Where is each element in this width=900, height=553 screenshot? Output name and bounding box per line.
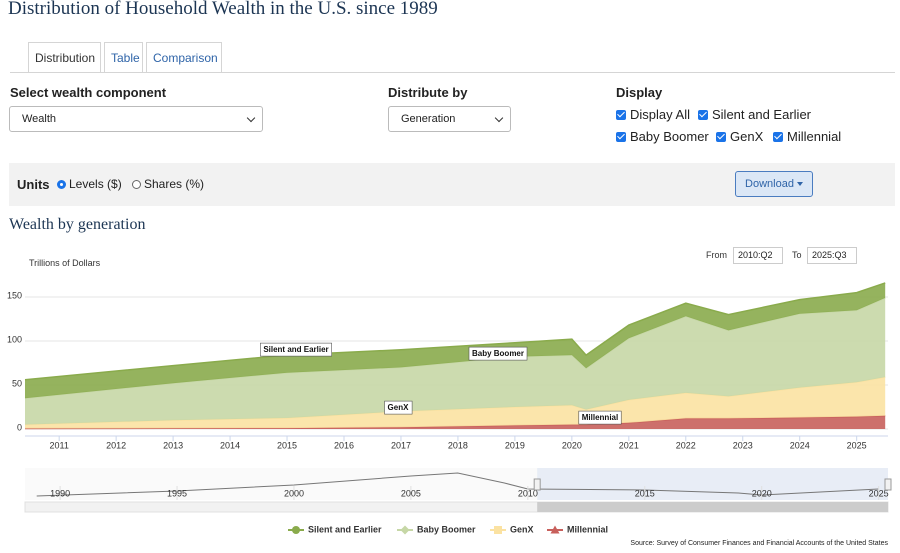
annotation: Millennial <box>578 410 622 425</box>
navigator-handle <box>884 478 892 491</box>
checkbox-box <box>616 109 626 120</box>
y-axis-label: Trillions of Dollars <box>29 258 101 268</box>
control-label: Distribute by <box>388 85 468 100</box>
x-tick-label: 2015 <box>277 440 297 450</box>
annotation: Silent and Earlier <box>260 342 332 357</box>
annotation-box <box>578 410 622 425</box>
range-input[interactable]: 2025:Q3 <box>807 247 857 264</box>
x-tick-label: 2017 <box>391 440 411 450</box>
checkbox-label: Baby Boomer <box>630 129 709 144</box>
checkbox[interactable]: Millennial <box>773 129 841 144</box>
x-tick-label: 2025 <box>847 440 867 450</box>
x-tick-label: 2014 <box>220 440 240 450</box>
scrollbar-thumb <box>537 502 888 512</box>
checkbox[interactable]: Baby Boomer <box>616 129 709 144</box>
radio-label: Shares (%) <box>144 177 205 191</box>
annotation-box <box>468 346 528 361</box>
y-tick-label: 50 <box>12 378 22 388</box>
radio-dot <box>132 179 141 189</box>
navigator-tick-label: 1990 <box>50 488 70 498</box>
legend-label: Silent and Earlier <box>308 524 382 534</box>
y-tick-label: 0 <box>17 422 22 432</box>
checkbox-box <box>773 131 783 142</box>
area-fill <box>25 415 886 429</box>
navigator-handle <box>533 478 541 491</box>
y-tick-label: 100 <box>7 334 22 344</box>
checkbox[interactable]: Display All <box>616 107 690 122</box>
navigator-line <box>36 472 879 497</box>
navigator-selection <box>537 468 888 500</box>
download-button[interactable]: Download <box>735 171 813 197</box>
checkbox-box <box>716 131 726 142</box>
checkbox[interactable]: GenX <box>716 129 763 144</box>
control-label: Select wealth component <box>10 85 167 100</box>
legend-marker <box>550 525 560 534</box>
x-tick-label: 2024 <box>790 440 810 450</box>
select[interactable]: Generation <box>388 106 511 132</box>
radio[interactable]: Levels ($) <box>57 177 122 191</box>
source-note: Source: Survey of Consumer Finances and … <box>630 540 888 547</box>
navigator-tick-label: 1995 <box>167 488 187 498</box>
x-tick-label: 2011 <box>49 440 68 450</box>
x-tick-label: 2012 <box>106 440 126 450</box>
annotation-label: Millennial <box>582 413 618 422</box>
area-fill <box>25 377 886 429</box>
legend-label: GenX <box>510 524 534 534</box>
navigator-tick-label: 2020 <box>752 488 772 498</box>
annotation-label: Baby Boomer <box>472 349 524 358</box>
navigator-tick-label: 2015 <box>635 488 655 498</box>
navigator-tick-label: 2005 <box>401 488 421 498</box>
legend-label: Millennial <box>567 524 608 534</box>
page-title: Distribution of Household Wealth in the … <box>8 0 438 19</box>
navigator-tick-label: 2025 <box>869 488 889 498</box>
annotation-box <box>384 400 413 415</box>
x-tick-label: 2016 <box>334 440 354 450</box>
legend-marker <box>292 526 300 534</box>
annotation: Baby Boomer <box>468 346 528 361</box>
y-tick-label: 150 <box>7 290 22 300</box>
area-fill <box>25 282 886 399</box>
annotation-label: GenX <box>388 403 410 412</box>
range-label: To <box>792 250 802 260</box>
x-tick-label: 2018 <box>448 440 468 450</box>
radio-dot <box>57 179 66 189</box>
legend-label: Baby Boomer <box>417 524 476 534</box>
radio-label: Levels ($) <box>69 177 122 191</box>
checkbox-label: GenX <box>730 129 764 144</box>
tab-divider <box>10 72 895 73</box>
radio[interactable]: Shares (%) <box>132 177 204 191</box>
x-tick-label: 2023 <box>733 440 753 450</box>
checkbox-box <box>616 131 626 142</box>
x-tick-label: 2022 <box>676 440 696 450</box>
checkbox[interactable]: Silent and Earlier <box>698 107 811 122</box>
area-fill <box>25 297 886 425</box>
navigator-tick-label: 2010 <box>518 488 538 498</box>
annotation: GenX <box>384 400 413 415</box>
tab[interactable]: Table <box>104 42 143 72</box>
tab[interactable]: Comparison <box>146 42 222 72</box>
x-tick-label: 2020 <box>562 440 582 450</box>
units-label: Units <box>17 177 50 192</box>
select[interactable]: Wealth <box>9 106 263 132</box>
checkbox-box <box>698 109 708 120</box>
checkbox-label: Silent and Earlier <box>712 107 811 122</box>
x-tick-label: 2019 <box>505 440 525 450</box>
annotation-label: Silent and Earlier <box>263 345 328 354</box>
tab[interactable]: Distribution <box>28 42 101 72</box>
checkbox-label: Display All <box>630 107 690 122</box>
x-tick-label: 2021 <box>619 440 639 450</box>
chart-title: Wealth by generation <box>9 216 146 233</box>
control-label: Display <box>616 85 663 100</box>
checkbox-label: Millennial <box>787 129 842 144</box>
legend-marker <box>494 526 502 534</box>
range-input[interactable]: 2010:Q2 <box>733 247 783 264</box>
x-tick-label: 2013 <box>163 440 183 450</box>
navigator-tick-label: 2000 <box>284 488 304 498</box>
legend-marker <box>400 525 410 535</box>
range-label: From <box>706 250 727 260</box>
annotation-box <box>260 342 332 357</box>
